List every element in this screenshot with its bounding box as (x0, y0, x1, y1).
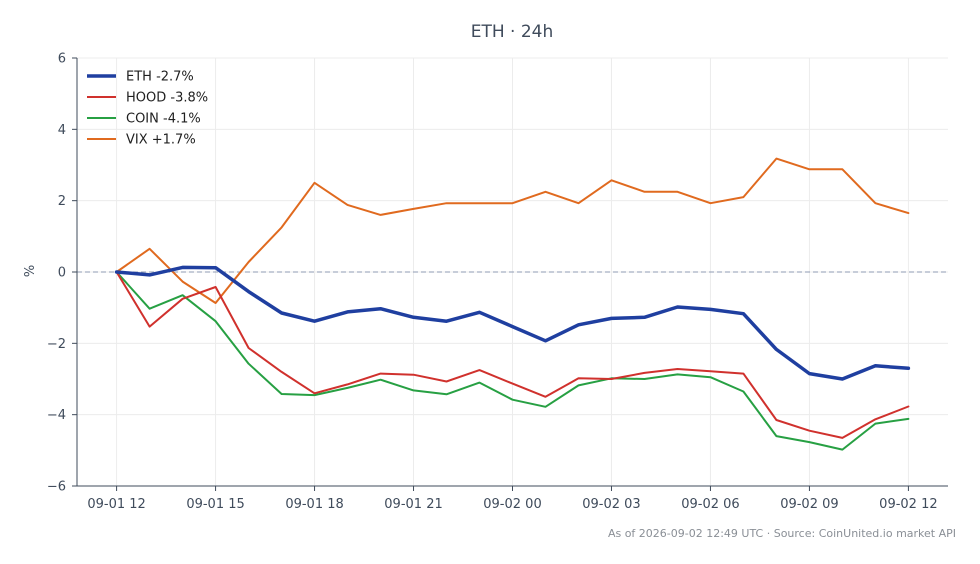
series-line-vix (115, 157, 910, 304)
y-axis-label: % (23, 265, 38, 277)
source-footer: As of 2026-09-02 12:49 UTC · Source: Coi… (608, 527, 956, 540)
x-tick-label: 09-01 12 (87, 497, 145, 512)
series-line-coin (115, 271, 910, 451)
y-tick-label: 2 (58, 194, 66, 209)
y-tick-label: −2 (47, 337, 66, 352)
x-tick-label: 09-02 12 (879, 497, 937, 512)
y-tick-label: 0 (58, 266, 66, 281)
x-tick-label: 09-01 15 (186, 497, 244, 512)
y-tick-label: −4 (47, 408, 66, 423)
y-tick-label: −6 (47, 480, 66, 495)
legend-label: ETH -2.7% (126, 70, 194, 85)
y-tick-label: 4 (58, 123, 66, 138)
grid (77, 57, 948, 487)
x-tick-label: 09-02 00 (483, 497, 541, 512)
legend-label: COIN -4.1% (126, 112, 201, 127)
legend: ETH -2.7% HOOD -3.8% COIN -4.1% VIX +1.7% (87, 70, 208, 148)
legend-label: VIX +1.7% (126, 133, 196, 148)
x-tick-label: 09-02 09 (780, 497, 838, 512)
series-lines (114, 157, 911, 451)
series-line-eth (114, 265, 911, 381)
legend-label: HOOD -3.8% (126, 91, 208, 106)
x-tick-label: 09-02 06 (681, 497, 739, 512)
series-line-hood (115, 271, 910, 439)
x-tick-label: 09-01 18 (285, 497, 343, 512)
x-tick-label: 09-01 21 (384, 497, 442, 512)
y-tick-label: 6 (58, 52, 66, 67)
chart-title: ETH · 24h (471, 22, 554, 42)
x-tick-label: 09-02 03 (582, 497, 640, 512)
axes: 6 4 2 0 −2 −4 −6 09-01 12 09-01 15 09-01 18 09-01 … (47, 52, 948, 512)
